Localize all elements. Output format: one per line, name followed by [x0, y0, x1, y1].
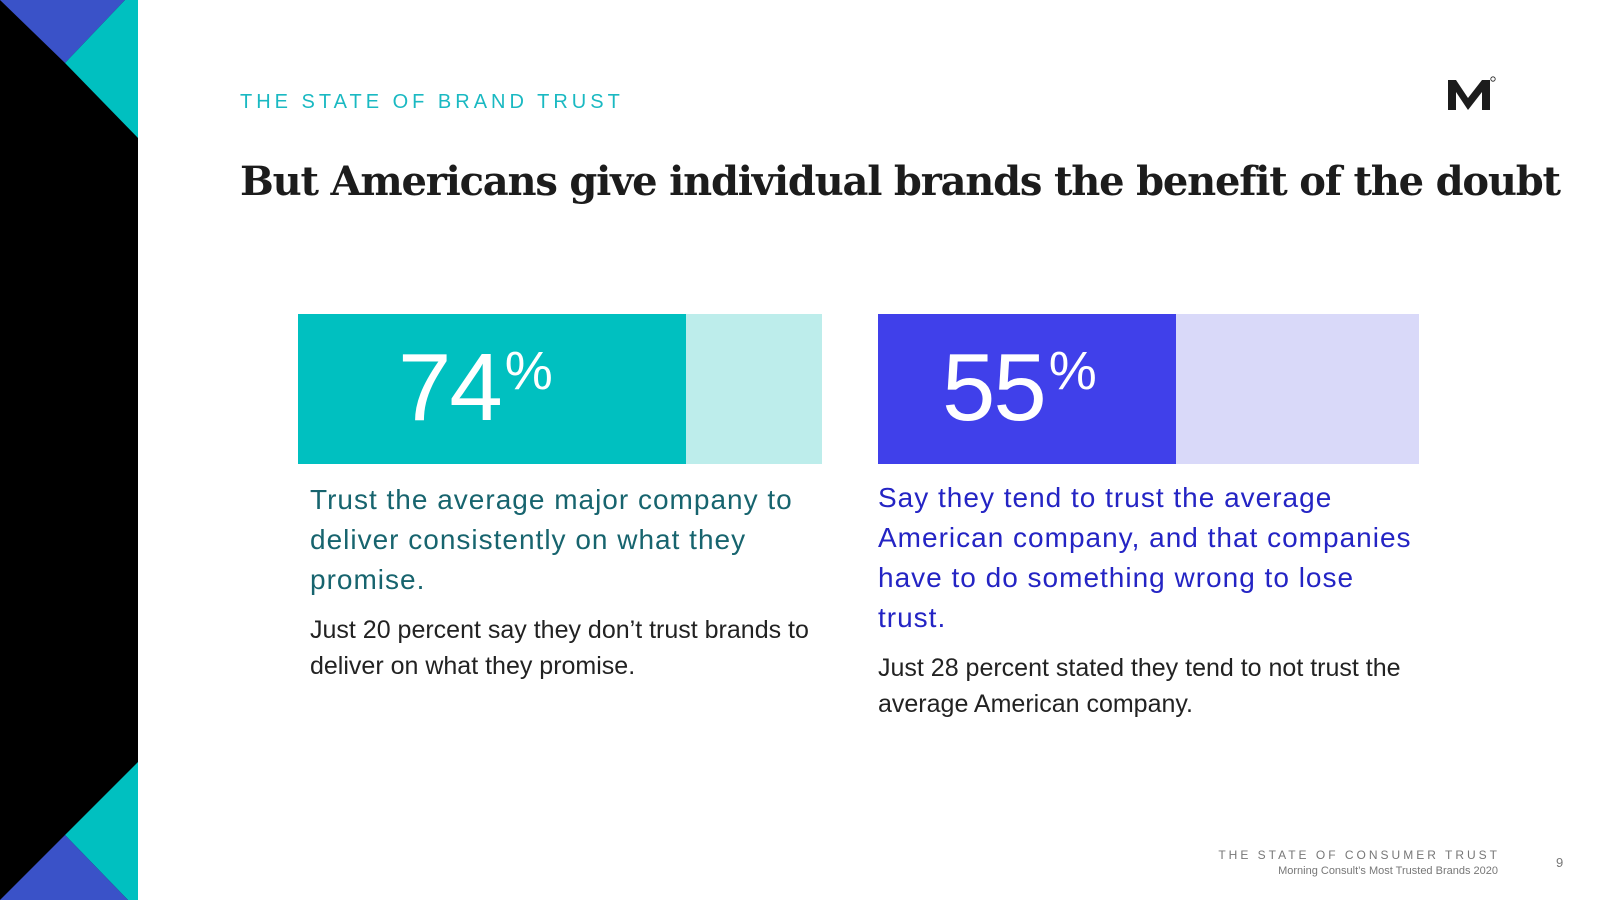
stat-bar-fill: [298, 314, 686, 464]
decorative-side-band: [0, 0, 138, 900]
stat-bar-trust-american-company: 55%: [878, 314, 1419, 464]
page-number: 9: [1556, 855, 1564, 870]
stat-description: Say they tend to trust the average Ameri…: [878, 482, 1412, 633]
stat-note: Just 28 percent stated they tend to not …: [878, 654, 1401, 718]
stat-bar-fill: [878, 314, 1176, 464]
stat-unit: %: [1048, 341, 1097, 401]
stat-value: 55%: [942, 340, 1097, 436]
stat-value: 74%: [398, 340, 553, 436]
page-headline: But Americans give individual brands the…: [240, 158, 1561, 205]
footer-title: THE STATE OF CONSUMER TRUST: [1218, 848, 1500, 862]
morning-consult-logo-icon: [1448, 76, 1496, 110]
stat-number: 55: [942, 334, 1047, 441]
stat-bar-trust-major-company: 74%: [298, 314, 822, 464]
footer-subtitle: Morning Consult’s Most Trusted Brands 20…: [1278, 865, 1498, 877]
stat-note: Just 20 percent say they don’t trust bra…: [310, 616, 809, 680]
stat-number: 74: [398, 334, 503, 441]
section-label: THE STATE OF BRAND TRUST: [240, 91, 624, 113]
triangle-pattern-icon: [0, 0, 138, 900]
stat-description: Trust the average major company to deliv…: [310, 484, 793, 595]
stat-unit: %: [504, 341, 553, 401]
